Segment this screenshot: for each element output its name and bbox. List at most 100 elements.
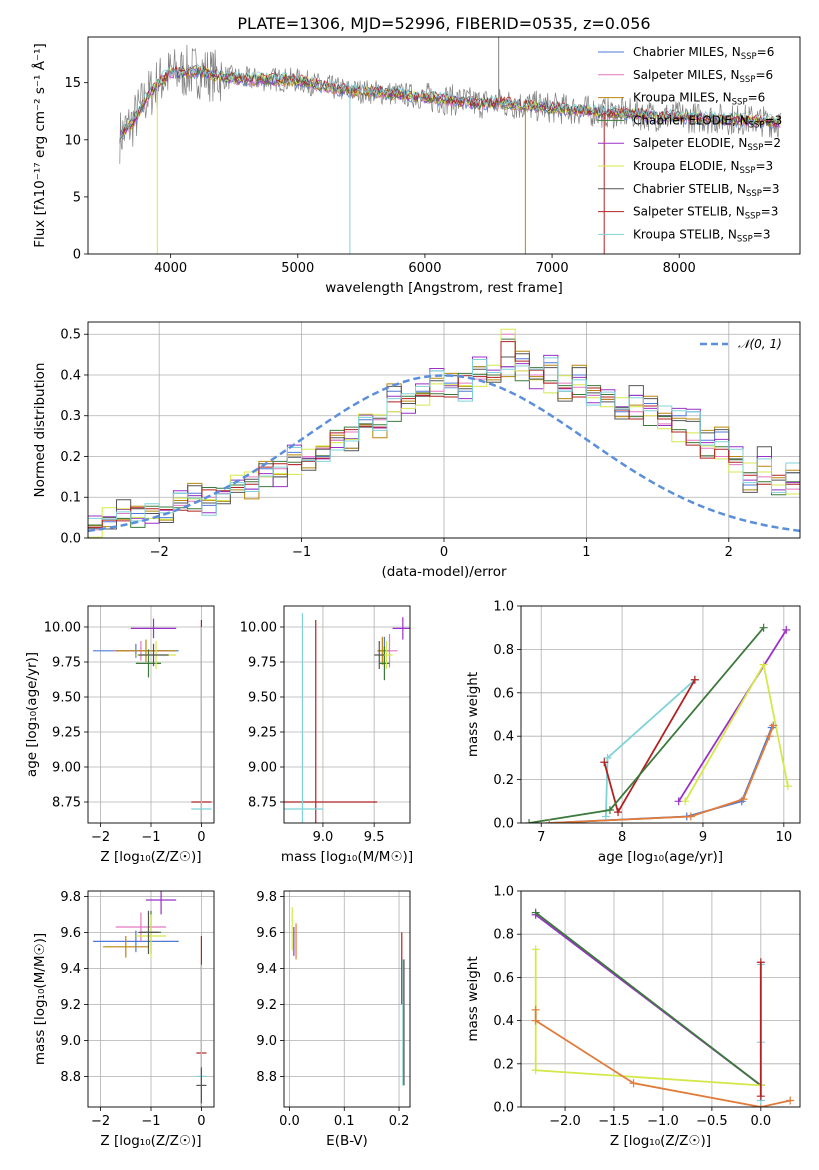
x-axis-label: E(B-V) [326,1133,368,1149]
panel-massweight-vs-age: 7 8 9 10 0.0 0.2 0.4 0.6 0.8 1.0 age [log₁₀(age/yr… [465,600,801,865]
legend-label-sub: SSP [745,212,761,222]
x-tick-label: 1 [582,545,590,560]
x-tick-label: −1.5 [598,1114,630,1129]
y-axis-label: age [log₁₀(age/yr)] [24,652,40,777]
legend-label-sub: SSP [740,75,756,85]
mass-weight-marker [601,812,610,821]
x-tick-label: 2 [725,545,733,560]
y-tick-label: 0.2 [60,450,81,465]
errorbar-point [196,1067,207,1104]
x-tick-label: 7 [537,830,545,845]
y-tick-label: 10 [64,133,81,148]
x-tick-label: −2.0 [549,1114,581,1129]
y-tick-label: 0.2 [493,773,514,788]
errorbar-point [374,641,385,669]
legend-label-suffix: =3 [765,113,783,127]
legend-label-sub: SSP [749,120,765,130]
y-axis-label: mass weight [465,672,481,757]
axes-frame [520,890,801,1108]
legend-label-sub: SSP [747,143,763,153]
x-axis-label: (data-model)/error [381,564,507,580]
mass-weight-marker [614,808,623,817]
x-tick-label: 9.5 [364,830,385,845]
x-tick-label: −2 [91,830,110,845]
y-tick-label: 9.25 [52,726,81,741]
y-tick-label: 9.75 [248,656,277,671]
mass-weight-marker [783,782,792,791]
x-tick-label: 8 [618,830,626,845]
y-tick-label: 0 [73,248,81,263]
x-axis-label: Z [log₁₀(Z/Z☉)] [100,849,201,865]
y-tick-label: 9.50 [52,691,81,706]
legend-label-suffix: =3 [761,205,779,219]
x-axis-label: mass [log₁₀(M/M☉)] [281,849,413,865]
mass-weight-marker [600,758,609,767]
mass-weight-line [549,725,775,823]
mass-weight-marker [605,805,614,814]
errorbar-point [115,912,167,942]
x-tick-label: 0.0 [279,1114,300,1129]
x-tick-label: 4000 [154,261,187,276]
y-tick-label: 9.00 [52,761,81,776]
x-axis-label: Z [log₁₀(Z/Z☉)] [610,1133,711,1149]
y-tick-label: 0.4 [60,368,81,383]
y-tick-label: 0.2 [493,1057,514,1072]
y-tick-label: 9.6 [256,926,277,941]
x-tick-label: 9 [699,830,707,845]
plot-area [93,891,207,1107]
y-tick-label: 8.8 [256,1070,277,1085]
errorbar-point [103,936,149,958]
x-tick-label: 8000 [663,261,696,276]
legend-label-suffix: =6 [757,45,775,59]
x-axis-label: wavelength [Angstrom, rest frame] [325,280,563,296]
x-axis-label: Z [log₁₀(Z/Z☉)] [100,1133,201,1149]
y-tick-label: 9.0 [60,1034,81,1049]
mass-weight-marker [531,1066,540,1075]
y-tick-label: 0.0 [493,1101,514,1116]
legend-label: Chabrier ELODIE, NSSP=3 [633,113,782,130]
errorbar-point [284,613,323,823]
mass-weight-marker [525,819,534,823]
x-tick-label: 0.1 [334,1114,355,1129]
mass-weight-marker [690,675,699,684]
axes-frame [87,890,215,1108]
errorbar-point [191,627,212,823]
mass-weight-marker [686,812,695,821]
panel-mass-vs-EBV: 0.0 0.1 0.2 8.8 9.0 9.2 9.4 9.6 9.8 E(B-V) [256,890,411,1149]
legend-label-name: Salpeter STELIB, N [633,205,745,219]
legend-label: Kroupa STELIB, NSSP=3 [633,227,771,244]
mass-weight-marker [786,1096,795,1105]
legend-label-name: Kroupa ELODIE, N [633,159,740,173]
y-tick-label: 0.4 [493,1014,514,1029]
mass-weight-marker [756,958,765,967]
panel-age-vs-Z: −2 −1 0 8.75 9.00 9.25 9.50 9.75 10.00 Z [log₁₀(Z… [24,605,215,865]
x-tick-label: −2 [91,1114,110,1129]
mass-weight-line [549,727,773,823]
y-tick-label: 0.1 [60,491,81,506]
legend-label: Salpeter STELIB, NSSP=3 [633,205,778,222]
legend-label-sub: SSP [741,52,757,62]
y-tick-label: 9.4 [60,962,81,977]
y-tick-label: 0.6 [493,686,514,701]
y-tick-label: 0.3 [60,409,81,424]
axes-frame [283,890,411,1108]
legend-label: Chabrier MILES, NSSP=6 [633,45,774,62]
mass-weight-marker [531,1005,540,1014]
mass-weight-marker [759,623,768,632]
errorbar-point [135,914,167,958]
axes-frame [283,605,411,824]
y-tick-label: 9.8 [60,890,81,905]
y-tick-label: 9.25 [248,726,277,741]
errorbar-point [130,618,177,639]
y-tick-label: 9.2 [60,998,81,1013]
x-tick-label: 0 [197,830,205,845]
legend-label-sub: SSP [737,234,753,244]
x-tick-label: −1.0 [647,1114,679,1129]
legend-label-sub: SSP [740,166,756,176]
y-tick-label: 0.4 [493,730,514,745]
y-tick-label: 10.00 [44,621,81,636]
x-tick-label: 0 [197,1114,205,1129]
y-axis-label: Normed distribution [32,363,48,498]
mass-weight-marker [531,945,540,954]
